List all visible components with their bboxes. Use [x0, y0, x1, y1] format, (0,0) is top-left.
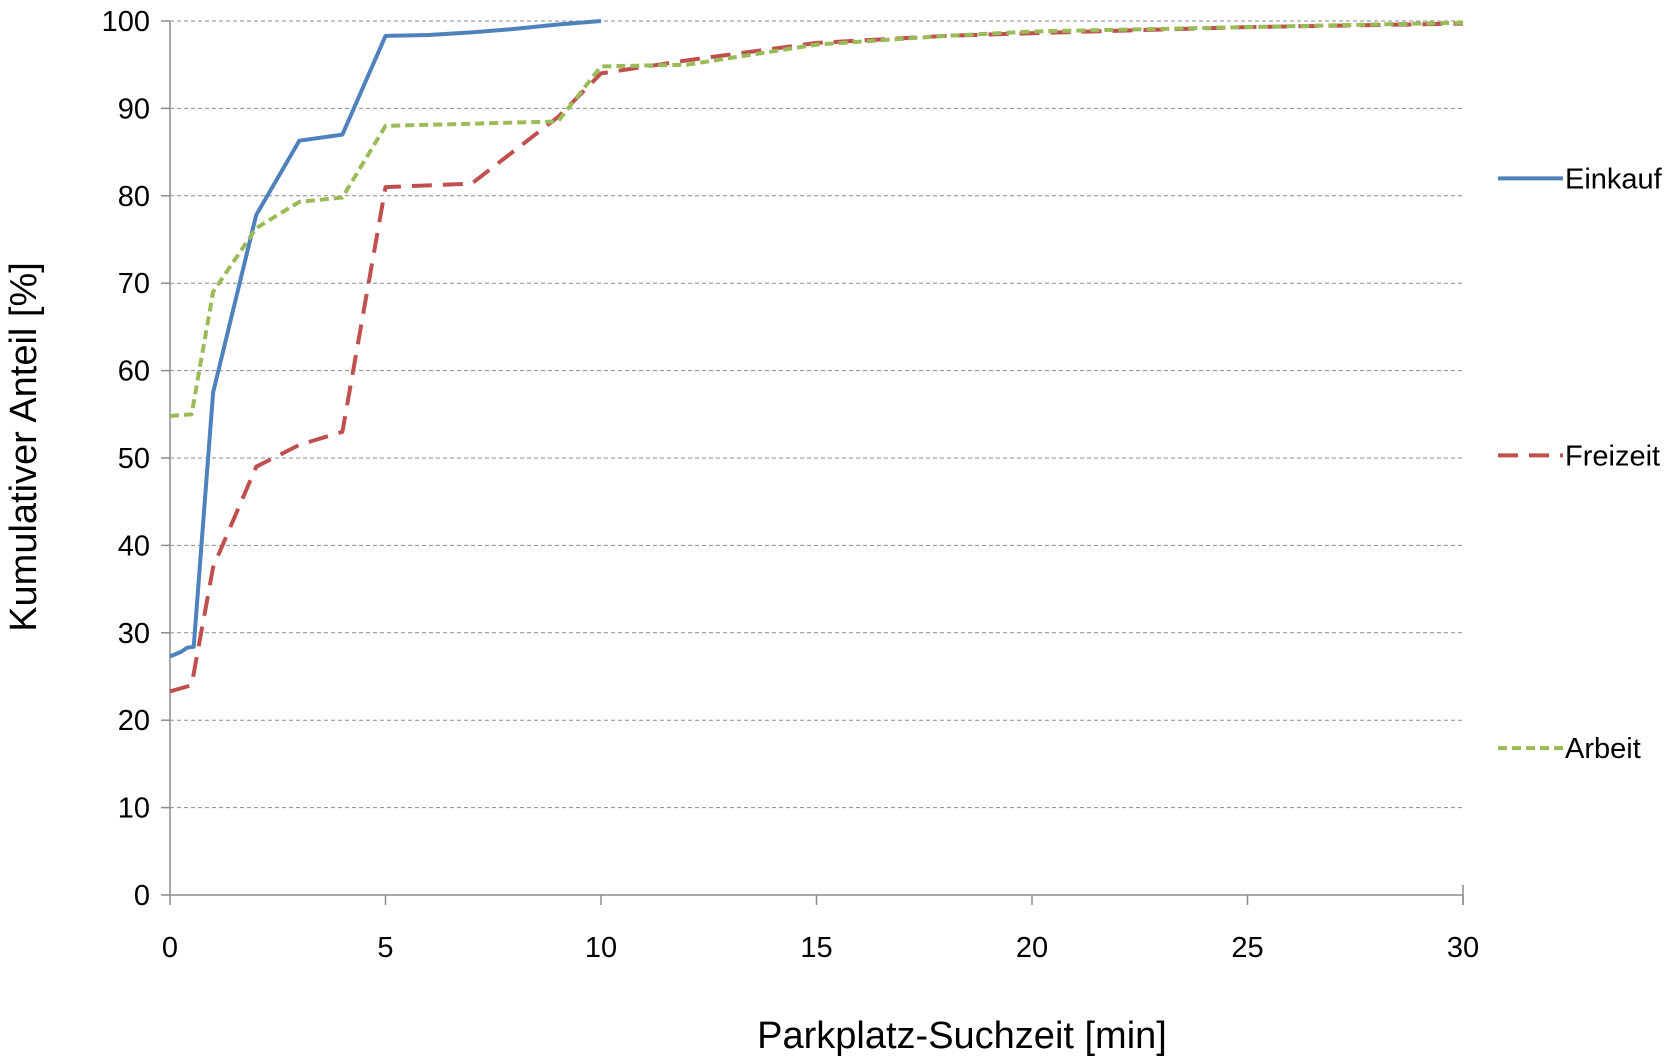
- x-tick-label-30: 30: [1447, 932, 1479, 964]
- series-line-freizeit: [169, 21, 1464, 694]
- series-lines: [169, 19, 1464, 694]
- x-axis-title: Parkplatz-Suchzeit [min]: [757, 1015, 1167, 1056]
- x-tick-label-15: 15: [800, 932, 832, 964]
- y-tick-label-90: 90: [118, 93, 150, 125]
- y-tick-label-0: 0: [134, 880, 150, 912]
- y-tick-label-40: 40: [118, 530, 150, 562]
- ticks: 0 10 20 30 40 50 60 70 80 90 100 0 5 10 15 20 25 30: [102, 6, 1480, 964]
- y-tick-label-80: 80: [118, 181, 150, 213]
- y-tick-label-60: 60: [118, 356, 150, 388]
- x-tick-label-10: 10: [585, 932, 617, 964]
- x-tick-label-25: 25: [1231, 932, 1263, 964]
- x-tick-label-20: 20: [1016, 932, 1048, 964]
- y-tick-label-20: 20: [118, 705, 150, 737]
- y-tick-label-70: 70: [118, 268, 150, 300]
- legend-label-arbeit: Arbeit: [1565, 733, 1641, 765]
- y-tick-label-10: 10: [118, 793, 150, 825]
- y-tick-label-50: 50: [118, 443, 150, 475]
- y-tick-label-30: 30: [118, 618, 150, 650]
- y-axis-title: Kumulativer Anteil [%]: [3, 262, 45, 632]
- series-line-arbeit: [169, 20, 1464, 418]
- legend-label-freizeit: Freizeit: [1565, 440, 1660, 472]
- legend: Einkauf Freizeit Arbeit: [1498, 163, 1663, 765]
- legend-label-einkauf: Einkauf: [1565, 163, 1663, 195]
- series-line-einkauf: [169, 19, 602, 659]
- x-tick-label-5: 5: [377, 932, 393, 964]
- x-tick-label-0: 0: [162, 932, 178, 964]
- axes: [169, 21, 1464, 905]
- y-tick-label-100: 100: [102, 6, 150, 38]
- grid: [170, 20, 1463, 809]
